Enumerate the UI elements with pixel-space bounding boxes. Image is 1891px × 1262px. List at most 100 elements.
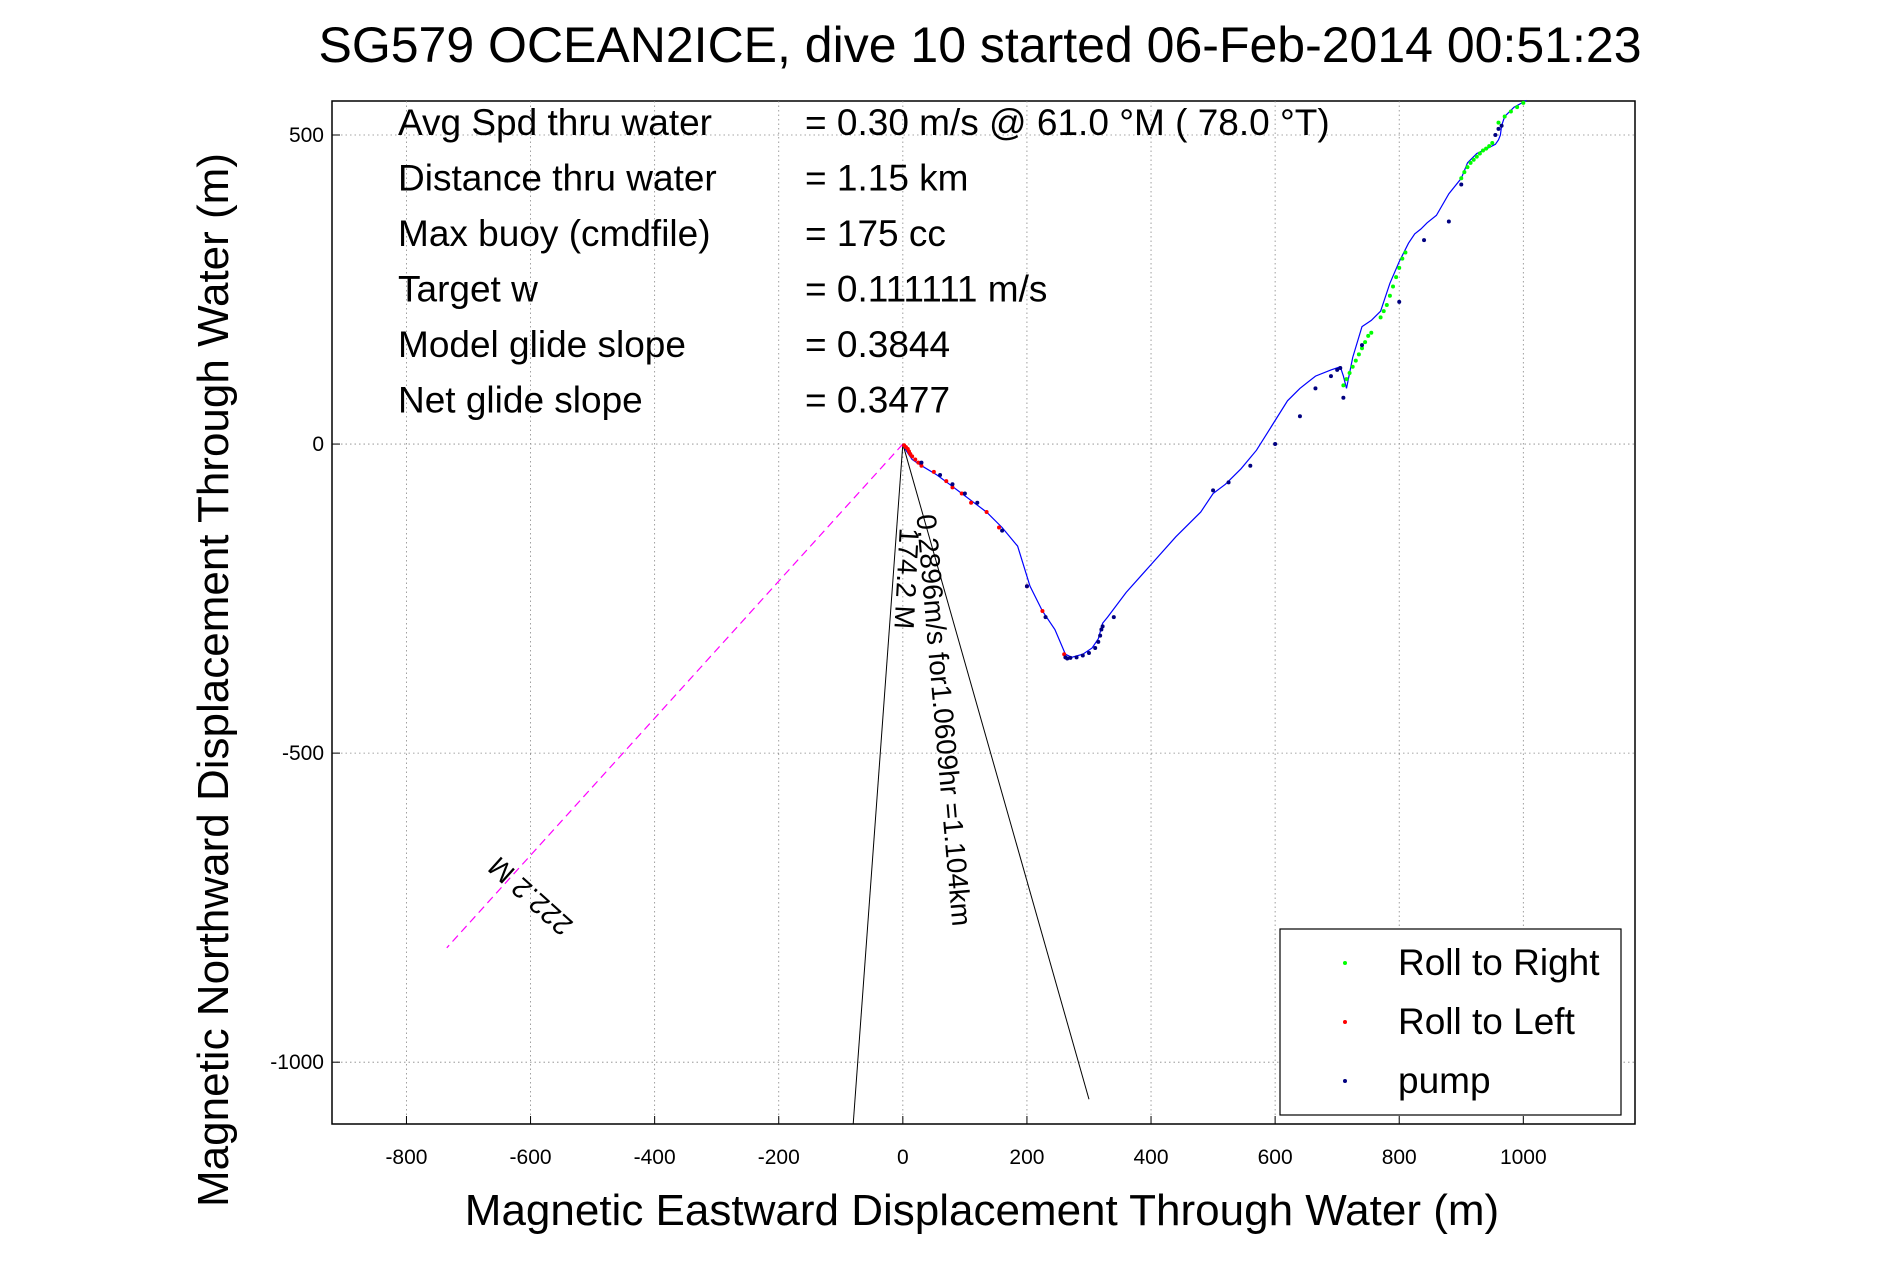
roll-to-right-marker bbox=[1350, 364, 1355, 369]
x-tick-label: 200 bbox=[1009, 1146, 1044, 1169]
roll-to-left-marker bbox=[1062, 652, 1067, 657]
roll-to-right-marker bbox=[1387, 293, 1392, 298]
roll-to-left-marker bbox=[919, 463, 924, 468]
roll-to-left-marker bbox=[969, 500, 974, 505]
pump-marker bbox=[1065, 656, 1070, 661]
roll-to-right-marker bbox=[1347, 370, 1352, 375]
stat-value: = 175 cc bbox=[805, 213, 946, 254]
roll-to-right-marker bbox=[1477, 151, 1482, 156]
roll-to-right-marker bbox=[1462, 170, 1467, 175]
legend: Roll to Right Roll to Left pump bbox=[1279, 928, 1622, 1116]
stat-value: = 0.111111 m/s bbox=[805, 269, 1047, 310]
x-tick-label: 600 bbox=[1258, 1146, 1293, 1169]
x-axis-ticks: -800 -600 -400 -200 0 200 400 600 800 1000 bbox=[385, 1116, 1547, 1169]
pump-marker bbox=[1068, 655, 1073, 660]
pump-marker bbox=[950, 482, 955, 487]
roll-to-right-marker bbox=[1515, 105, 1520, 110]
pump-marker bbox=[1422, 238, 1427, 243]
pump-marker bbox=[938, 472, 943, 477]
roll-to-right-marker bbox=[1474, 154, 1479, 159]
legend-label: Roll to Right bbox=[1398, 942, 1600, 983]
roll-to-left-marker bbox=[1040, 608, 1045, 613]
pump-marker bbox=[1099, 627, 1104, 632]
legend-marker bbox=[1343, 961, 1347, 965]
roll-to-right-marker bbox=[1502, 114, 1507, 119]
roll-to-right-marker bbox=[1465, 165, 1470, 170]
roll-to-right-marker bbox=[1487, 144, 1492, 149]
legend-marker bbox=[1343, 1020, 1347, 1024]
y-axis-ticks: 500 0 -500 -1000 bbox=[270, 124, 340, 1074]
pump-marker bbox=[1100, 624, 1105, 629]
stat-value: = 0.30 m/s @ 61.0 °M ( 78.0 °T) bbox=[805, 102, 1330, 143]
roll-to-right-marker bbox=[1468, 160, 1473, 165]
x-tick-label: -600 bbox=[510, 1146, 552, 1169]
roll-to-left-marker bbox=[959, 491, 964, 496]
legend-box bbox=[1279, 928, 1622, 1116]
legend-label: pump bbox=[1398, 1060, 1491, 1101]
y-axis-label: Magnetic Northward Displacement Through … bbox=[189, 153, 238, 1207]
pump-marker bbox=[1499, 123, 1504, 128]
pump-marker bbox=[1313, 386, 1318, 391]
y-tick-label: -1000 bbox=[270, 1051, 324, 1074]
pump-marker bbox=[1397, 299, 1402, 304]
roll-to-right-marker bbox=[1366, 333, 1371, 338]
pump-marker bbox=[1297, 414, 1302, 419]
plot-frame bbox=[331, 100, 1636, 1125]
roll-to-right-marker bbox=[1508, 109, 1513, 114]
pump-marker bbox=[1000, 528, 1005, 533]
heading-label: 174.2 M bbox=[888, 527, 924, 630]
roll-to-right-marker bbox=[1356, 352, 1361, 357]
y-tick-label: 500 bbox=[289, 124, 324, 147]
roll-to-left-marker bbox=[931, 469, 936, 474]
heading-annotations: 222.2 M 174.2 M0.2896m/s for1.0609hr =1.1… bbox=[446, 443, 1090, 1125]
pump-marker bbox=[1080, 653, 1085, 658]
stat-label: Target w bbox=[398, 269, 538, 310]
pump-marker bbox=[1098, 633, 1103, 638]
legend-marker bbox=[1343, 1079, 1347, 1083]
stat-label: Net glide slope bbox=[398, 380, 643, 421]
roll-to-right-marker bbox=[1353, 358, 1358, 363]
pump-marker bbox=[1493, 132, 1498, 137]
x-tick-label: 400 bbox=[1134, 1146, 1169, 1169]
pump-marker bbox=[1273, 442, 1278, 447]
pump-marker bbox=[1335, 367, 1340, 372]
pump-marker bbox=[1446, 219, 1451, 224]
pump-marker bbox=[1043, 615, 1048, 620]
magnetic-heading-line bbox=[446, 443, 904, 949]
stat-value: = 1.15 km bbox=[805, 158, 969, 199]
pump-marker bbox=[1359, 343, 1364, 348]
roll-to-left-marker bbox=[910, 454, 915, 459]
pump-marker bbox=[1211, 488, 1216, 493]
roll-to-left-marker bbox=[916, 460, 921, 465]
roll-to-right-marker bbox=[1496, 120, 1501, 125]
roll-to-left-marker bbox=[913, 457, 918, 462]
pump-marker bbox=[1226, 480, 1231, 485]
pump-marker bbox=[1248, 463, 1253, 468]
pump-marker bbox=[975, 500, 980, 505]
roll-to-right-marker bbox=[1471, 157, 1476, 162]
roll-to-right-marker bbox=[1480, 148, 1485, 153]
roll-to-left-marker bbox=[944, 479, 949, 484]
pump-marker bbox=[1086, 650, 1091, 655]
pump-marker bbox=[962, 491, 967, 496]
roll-to-right-marker bbox=[1400, 256, 1405, 261]
stat-label: Model glide slope bbox=[398, 324, 686, 365]
y-tick-label: -500 bbox=[282, 742, 324, 765]
roll-to-right-marker bbox=[1459, 176, 1464, 181]
pump-marker bbox=[1338, 366, 1343, 371]
pump-marker bbox=[1074, 655, 1079, 660]
stat-label: Distance thru water bbox=[398, 158, 717, 199]
roll-to-right-marker bbox=[1394, 275, 1399, 280]
roll-to-right-marker bbox=[1384, 302, 1389, 307]
roll-to-left-marker bbox=[997, 525, 1002, 530]
stat-label: Avg Spd thru water bbox=[398, 102, 712, 143]
x-tick-label: -800 bbox=[385, 1146, 427, 1169]
speed-distance-label: 0.2896m/s for1.0609hr =1.104km bbox=[911, 513, 978, 927]
chart-title: SG579 OCEAN2ICE, dive 10 started 06-Feb-… bbox=[319, 17, 1642, 73]
roll-to-left-marker bbox=[950, 485, 955, 490]
roll-to-right-marker bbox=[1381, 309, 1386, 314]
roll-to-right-marker bbox=[1363, 340, 1368, 345]
roll-to-right-marker bbox=[1490, 141, 1495, 146]
legend-label: Roll to Left bbox=[1398, 1001, 1576, 1042]
